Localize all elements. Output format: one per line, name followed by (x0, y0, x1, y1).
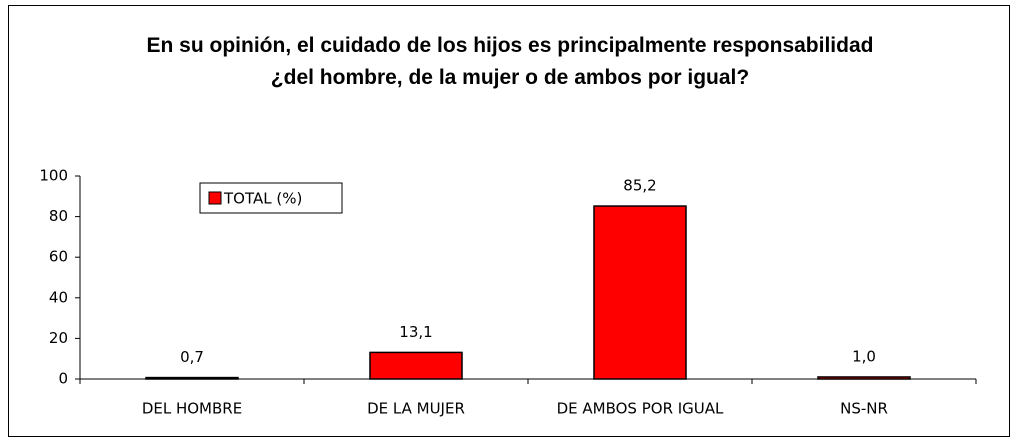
x-tick-label: DE LA MUJER (367, 400, 465, 418)
chart-frame (8, 5, 1010, 437)
legend-swatch (208, 191, 222, 205)
bar (817, 376, 911, 380)
x-tick-label: DEL HOMBRE (142, 400, 242, 418)
y-tick-label: 60 (49, 248, 68, 266)
bar (593, 205, 687, 380)
y-tick-label: 40 (49, 288, 68, 306)
x-tick-label: DE AMBOS POR IGUAL (557, 400, 724, 418)
x-tick-label: NS-NR (840, 400, 888, 418)
chart-title: En su opinión, el cuidado de los hijos e… (146, 34, 874, 89)
data-label: 0,7 (180, 348, 204, 366)
bar (145, 376, 239, 380)
y-tick-label: 20 (49, 329, 68, 347)
data-label: 85,2 (623, 177, 656, 195)
data-label: 13,1 (399, 323, 432, 341)
y-tick-label: 0 (58, 370, 68, 388)
legend-label: TOTAL (%) (223, 190, 302, 208)
y-tick-label: 100 (39, 167, 68, 185)
bar (369, 351, 463, 380)
data-label: 1,0 (852, 347, 876, 365)
legend-box (199, 182, 343, 214)
y-tick-label: 80 (49, 207, 68, 225)
